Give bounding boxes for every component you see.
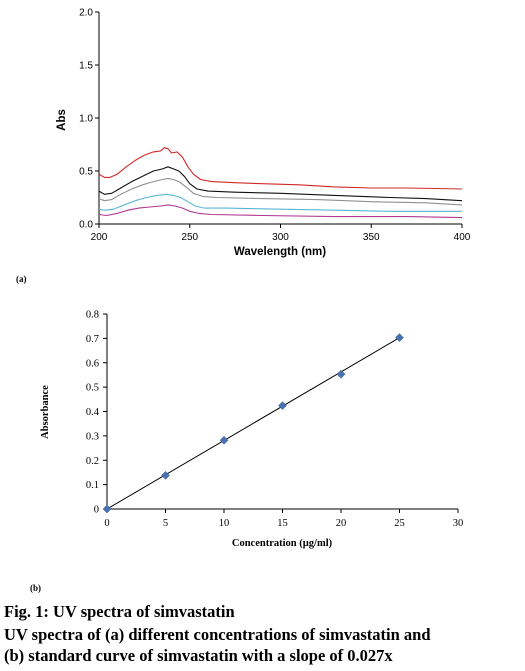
spectrum-line-2 — [98, 166, 463, 202]
x-tick-label: 300 — [272, 232, 289, 243]
y-tick-label: 0.7 — [86, 334, 99, 345]
x-tick-label: 30 — [453, 518, 464, 529]
x-tick-label: 15 — [277, 518, 288, 529]
x-tick-label: 200 — [91, 232, 108, 243]
y-tick-label: 0.3 — [86, 431, 99, 442]
y-axis-label-a: Abs — [56, 109, 68, 131]
x-tick-label: 0 — [104, 518, 109, 529]
spectra-series — [98, 147, 463, 219]
x-tick-label: 250 — [181, 232, 198, 243]
data-point — [102, 504, 112, 514]
panel-b-label: (b) — [30, 583, 41, 593]
x-axis-label-b: Concentration (µg/ml) — [232, 538, 333, 549]
data-point — [336, 369, 346, 379]
panel-a-label: (a) — [16, 274, 27, 284]
standard-curve-chart: 0 0.1 0.2 0.3 0.4 0.5 0.6 0.7 0.8 0 5 10 15 20 25 30 C… — [40, 310, 463, 550]
spectrum-line-4 — [98, 193, 462, 212]
y-ticks-b: 0 0.1 0.2 0.3 0.4 0.5 0.6 0.7 0.8 — [86, 310, 107, 516]
y-ticks-a: 0.0 0.5 1.0 1.5 2.0 — [79, 8, 99, 231]
y-tick-label: 1.5 — [79, 61, 93, 72]
x-tick-label: 5 — [163, 518, 168, 529]
data-point — [278, 401, 287, 411]
caption-line-1: UV spectra of (a) different concentratio… — [4, 625, 431, 644]
y-tick-label: 0.0 — [79, 220, 93, 231]
x-tick-label: 10 — [219, 518, 230, 529]
figure-caption-title: Fig. 1: UV spectra of simvastatin — [4, 602, 235, 621]
data-points — [102, 333, 404, 514]
y-tick-label: 0.2 — [86, 456, 99, 467]
x-ticks-b: 0 5 10 15 20 25 30 — [104, 509, 463, 529]
x-tick-label: 25 — [394, 518, 405, 529]
y-tick-label: 0 — [94, 505, 99, 516]
spectrum-line-5 — [98, 204, 463, 219]
trendline-segment — [106, 337, 400, 510]
y-tick-label: 0.4 — [86, 407, 100, 418]
trendline — [106, 337, 400, 510]
data-point — [395, 333, 404, 342]
x-tick-label: 350 — [363, 232, 380, 243]
x-ticks-a: 200 250 300 350 400 — [91, 224, 471, 243]
y-tick-label: 0.6 — [86, 358, 99, 369]
y-tick-label: 0.5 — [79, 167, 93, 178]
y-tick-label: 0.8 — [86, 310, 99, 321]
x-tick-label: 20 — [336, 518, 347, 529]
data-point — [219, 435, 229, 445]
figure-caption-body: UV spectra of (a) different concentratio… — [4, 624, 524, 666]
spectrum-line-1 — [98, 147, 463, 190]
y-tick-label: 0.1 — [86, 480, 99, 491]
y-tick-label: 2.0 — [79, 8, 93, 19]
y-axis-label-b: Absorbance — [40, 385, 51, 439]
y-tick-label: 1.0 — [79, 114, 93, 125]
caption-line-2: (b) standard curve of simvastatin with a… — [4, 646, 393, 665]
spectrum-line-3 — [98, 177, 463, 206]
uv-spectra-chart: 0.0 0.5 1.0 1.5 2.0 200 250 300 350 400 Waveleng… — [56, 8, 471, 259]
x-axis-label-a: Wavelength (nm) — [234, 246, 326, 258]
x-tick-label: 400 — [454, 232, 471, 243]
data-point — [161, 471, 170, 480]
y-tick-label: 0.5 — [86, 383, 99, 394]
